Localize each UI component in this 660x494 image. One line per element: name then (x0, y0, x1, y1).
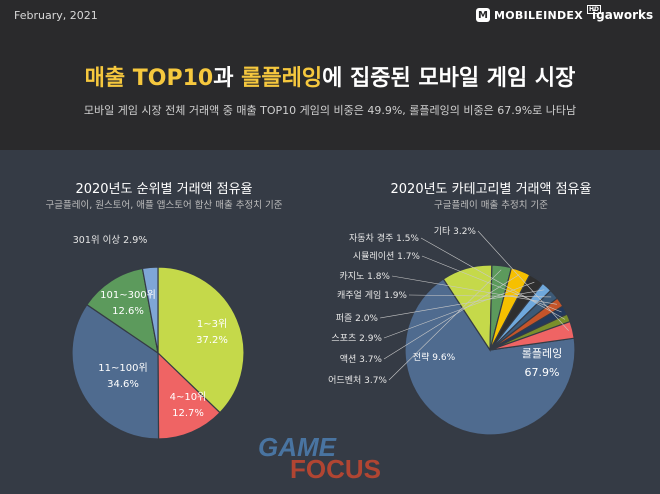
chart1-label-4: 301위 이상 2.9% (73, 234, 148, 246)
chart2-title: 2020년도 카테고리별 거래액 점유율 (390, 182, 592, 197)
chart2-label-5: 퍼즐 2.0% (336, 313, 379, 324)
title-highlight-roleplaying: 롤플레잉 (241, 66, 323, 91)
mobileindex-logo-text: MOBILEINDEX (494, 8, 584, 22)
chart2-slice-10 (489, 320, 575, 351)
chart1-title: 2020년도 순위별 거래액 점유율 (75, 182, 253, 197)
chart1-label-1: 4~10위 (170, 390, 207, 403)
chart2-label-10: 기타 3.2% (434, 226, 477, 237)
chart1-value-2: 34.6% (107, 379, 139, 390)
chart2-subtitle: 구글플레이 매출 추정치 기준 (434, 200, 548, 211)
chart2-label-0: 롤플레잉 (522, 347, 562, 360)
report-date: February, 2021 (14, 9, 98, 22)
chart2-label-9: 자동차 경주 1.5% (349, 232, 419, 244)
page-title: 매출 TOP10과 롤플레잉에 집중된 모바일 게임 시장 (0, 60, 660, 92)
chart2-label-1: 전략 9.6% (413, 351, 456, 363)
chart1-label-0: 1~3위 (197, 317, 227, 330)
chart1-subtitle: 구글플레이, 원스토어, 애플 앱스토어 합산 매출 추정치 기준 (45, 200, 283, 211)
chart2-leader-6 (408, 294, 552, 298)
title-highlight-top10: 매출 TOP10 (84, 66, 214, 91)
chart2-leader-8 (421, 255, 562, 313)
chart2-leader-10 (477, 230, 569, 331)
chart2-leader-3 (383, 274, 520, 360)
chart1-slice-0 (157, 266, 245, 414)
chart1-label-3: 101~300위 (100, 288, 156, 301)
chart1-value-1: 12.7% (172, 408, 204, 419)
header-band (0, 0, 660, 150)
watermark-line2: FOCUS (290, 454, 381, 484)
chart1-value-3: 12.6% (112, 306, 144, 317)
hd-badge: HD (587, 4, 602, 14)
chart2-label-4: 스포츠 2.9% (331, 333, 382, 344)
chart2-label-6: 캐주얼 게임 1.9% (337, 289, 407, 301)
chart2-leader-7 (391, 275, 557, 305)
chart1-slice-2 (71, 303, 160, 440)
watermark-line1: GAME (258, 432, 336, 462)
title-text-1: 과 (213, 66, 242, 91)
chart1-value-0: 37.2% (196, 335, 228, 346)
chart2-leader-2 (388, 269, 502, 381)
page-subtitle: 모바일 게임 시장 전체 거래액 중 매출 TOP10 게임의 비중은 49.9… (83, 104, 577, 117)
chart2-value-0: 67.9% (525, 366, 560, 379)
chart1-label-2: 11~100위 (98, 361, 147, 374)
chart2-label-7: 카지노 1.8% (339, 271, 390, 282)
chart1-slice-4 (141, 266, 159, 354)
mobileindex-logo: M MOBILEINDEX HD (476, 4, 602, 22)
chart2-leader-5 (379, 289, 545, 319)
mobileindex-logo-icon: M (476, 8, 490, 22)
chart2-label-2: 어드벤처 3.7% (328, 374, 387, 386)
chart2-leader-9 (420, 237, 566, 320)
title-text-2: 에 집중된 모바일 게임 시장 (322, 66, 576, 91)
chart2-label-3: 액션 3.7% (340, 353, 383, 365)
chart2-leader-4 (383, 281, 535, 339)
igaworks-logo: igaworks (592, 8, 654, 22)
chart2-label-8: 시뮬레이션 1.7% (353, 251, 421, 262)
gamefocus-watermark: GAME FOCUS (258, 434, 381, 484)
chart2-slice-0 (404, 278, 576, 436)
chart1-slice-1 (157, 351, 221, 440)
chart1-slice-3 (86, 267, 159, 355)
